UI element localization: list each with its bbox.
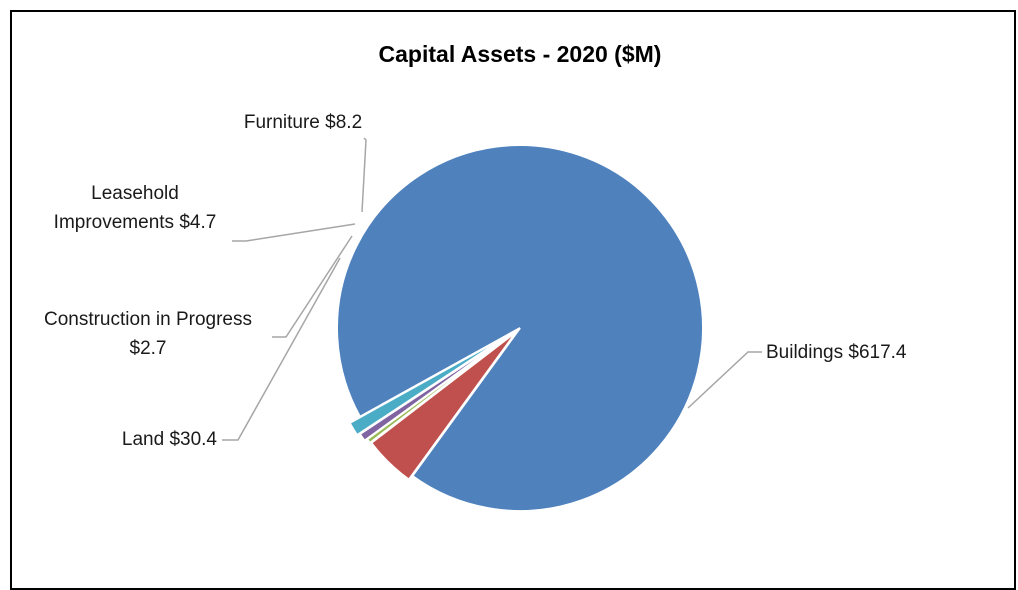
leader-line-land: [222, 257, 341, 441]
pie-slice-buildings: [336, 144, 704, 512]
slice-label-line: Leasehold: [91, 183, 179, 204]
slice-label-buildings: Buildings $617.4: [766, 342, 907, 363]
slice-label-line: Construction in Progress: [44, 309, 252, 330]
slice-label-line: Land $30.4: [122, 429, 218, 450]
slice-label-line: Furniture $8.2: [244, 112, 362, 133]
leader-line-furniture: [361, 137, 367, 213]
slice-label-line: Improvements $4.7: [54, 212, 217, 233]
slice-label-construction-in-progress: Construction in Progress $2.7: [44, 309, 252, 359]
slice-label-leasehold-improvements: Leasehold Improvements $4.7: [54, 183, 217, 233]
pie-chart: Capital Assets - 2020 ($M) Buildings $61…: [44, 41, 907, 512]
slice-label-line: Buildings $617.4: [766, 342, 907, 363]
slice-label-line: $2.7: [130, 338, 167, 359]
chart-title: Capital Assets - 2020 ($M): [379, 41, 662, 67]
slice-label-land: Land $30.4: [122, 429, 218, 450]
slice-labels: Buildings $617.4 Land $30.4 Construction i…: [44, 112, 907, 450]
pie-slice-furniture: [348, 333, 511, 437]
leader-line-construction-in-progress: [272, 235, 353, 338]
leader-line-buildings: [687, 351, 762, 409]
pie-slices: [336, 144, 704, 512]
leader-line-leasehold-improvements: [232, 223, 356, 242]
leader-lines: [222, 137, 762, 441]
slice-label-furniture: Furniture $8.2: [244, 112, 362, 133]
